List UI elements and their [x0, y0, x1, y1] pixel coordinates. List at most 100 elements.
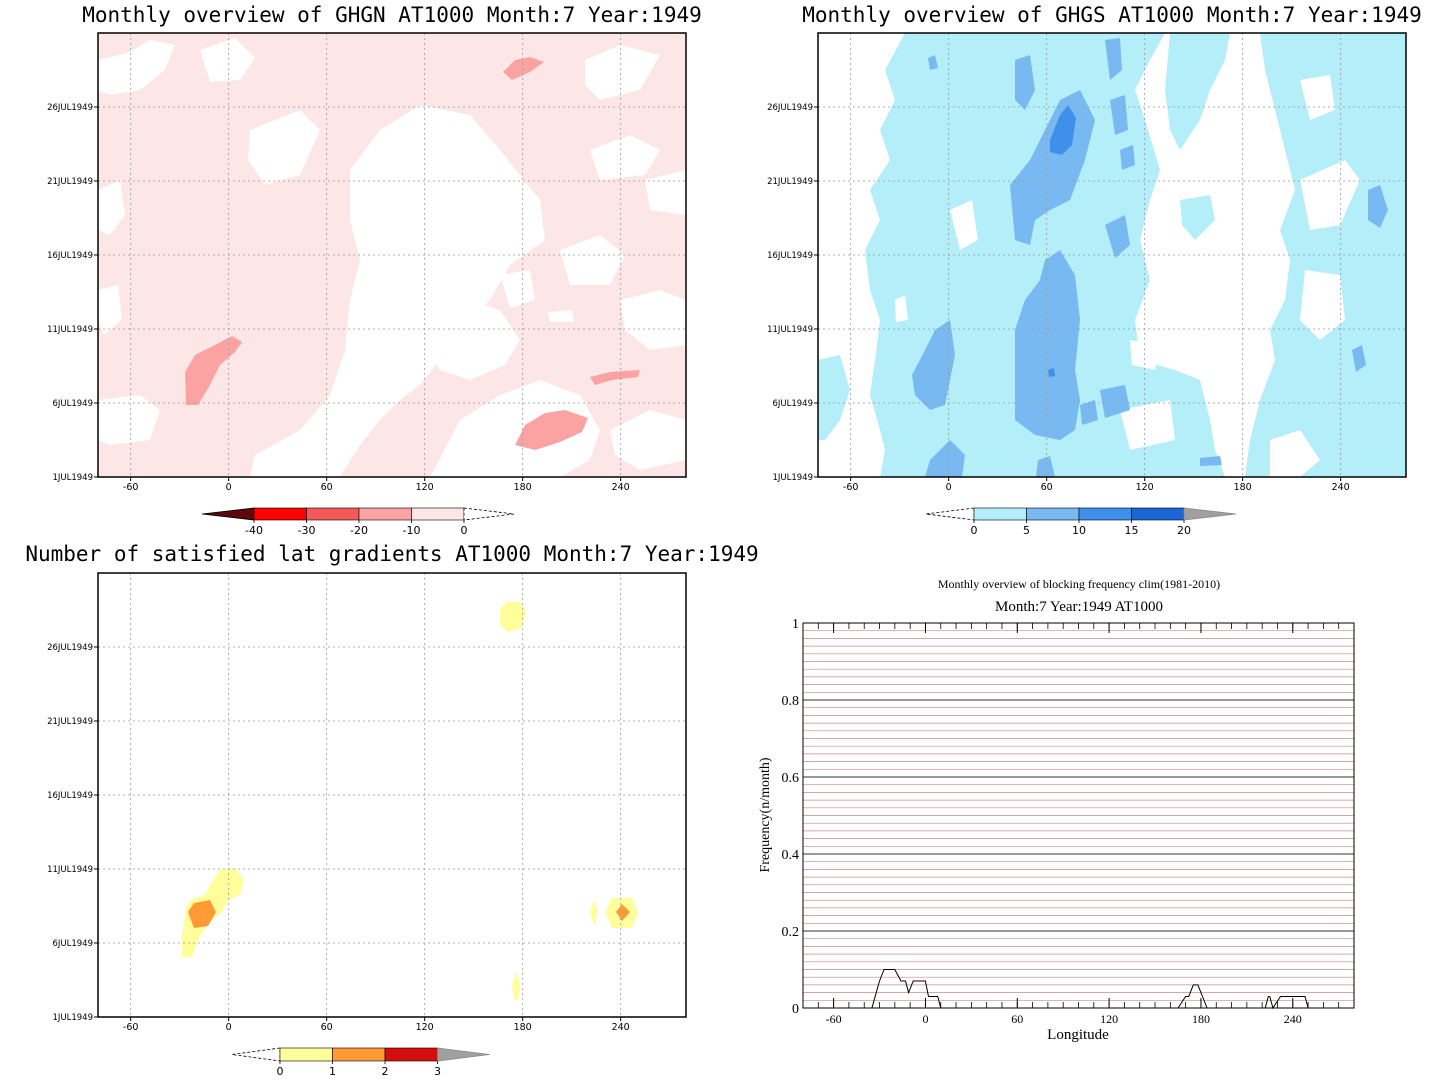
- gradients-level1-patch: [512, 972, 520, 1000]
- colorbar-segment: [384, 1047, 438, 1062]
- ghgn-white-region: [585, 45, 660, 100]
- y-tick-label: 0.8: [782, 694, 800, 709]
- colorbar-label: 10: [1072, 524, 1086, 537]
- ghgs-grid: [818, 33, 1406, 477]
- ghgs-5to10-region: [1015, 250, 1080, 440]
- x-tick-label: 240: [1332, 482, 1350, 493]
- ghgs-white-hole: [1300, 270, 1345, 340]
- ghgs-field: [818, 33, 1406, 477]
- ghgn-white-region: [645, 170, 686, 215]
- ghgs-title: Monthly overview of GHGS AT1000 Month:7 …: [802, 3, 1422, 27]
- ghgs-5to10-region: [912, 320, 955, 410]
- ghgn-white-region: [548, 310, 574, 322]
- ghgn-colorbar: -40 -30 -20 -10 0: [201, 507, 515, 537]
- ghgs-white-hole: [1120, 400, 1175, 450]
- colorbar-label: 0: [277, 1065, 284, 1078]
- y-tick-label: 1JUL1949: [772, 473, 813, 483]
- colorbar-label: -30: [298, 524, 316, 537]
- frequency-grid: [803, 630, 1354, 1001]
- x-tick-label: 240: [612, 482, 630, 493]
- x-tick-label: 0: [922, 1012, 928, 1026]
- colorbar-left-extension: [925, 507, 975, 521]
- gradients-field: [98, 573, 686, 1017]
- ghgs-5to10-region: [1368, 185, 1388, 228]
- ghgs-5to10-region: [1110, 95, 1128, 135]
- colorbar-segment: [1131, 507, 1185, 521]
- gradients-axes: -60 0 60 120 180 240 1JUL1949 6JUL1949 11JUL1949…: [47, 643, 630, 1033]
- colorbar-label: 5: [1023, 524, 1030, 537]
- ghgn-white-region: [98, 180, 125, 235]
- x-tick-label: 60: [1011, 1012, 1023, 1026]
- ghgs-5to10-region: [1105, 215, 1130, 258]
- ghgs-white-hole: [1270, 430, 1320, 477]
- x-tick-label: -60: [123, 1022, 139, 1033]
- ghgn-minus10-patch: [515, 410, 588, 450]
- ghgs-5to10-region: [1036, 456, 1055, 477]
- ghgs-white-hole: [950, 200, 978, 250]
- x-tick-label: 0: [226, 482, 232, 493]
- gradients-grid: [98, 573, 686, 1017]
- ghgs-5to10-region: [1080, 400, 1098, 425]
- colorbar-right-extension: [463, 507, 515, 521]
- frequency-ylabel: Frequency(n/month): [758, 757, 773, 872]
- gradients-colorbar: 0 1 2 3: [231, 1047, 490, 1078]
- ghgs-5to10-region: [1352, 345, 1366, 372]
- x-tick-label: 180: [514, 1022, 532, 1033]
- x-tick-label: 120: [1100, 1012, 1118, 1026]
- ghgn-white-region: [98, 285, 122, 335]
- y-tick-label: 16JUL1949: [47, 251, 93, 261]
- ghgs-5to10-region: [1100, 385, 1130, 418]
- x-tick-label: 0: [946, 482, 952, 493]
- colorbar-label: -40: [245, 524, 263, 537]
- y-tick-label: 16JUL1949: [47, 791, 93, 801]
- colorbar-segment: [332, 1047, 386, 1062]
- colorbar-left-extension: [231, 1047, 281, 1062]
- colorbar-segment: [973, 507, 1027, 521]
- x-tick-label: 60: [1041, 482, 1053, 493]
- x-tick-label: 180: [1192, 1012, 1210, 1026]
- y-tick-label: 1JUL1949: [52, 1013, 93, 1023]
- y-tick-label: 0.4: [782, 848, 800, 863]
- colorbar-left-extension: [201, 507, 255, 521]
- y-tick-label: 0.6: [782, 771, 800, 786]
- colorbar-label: 15: [1125, 524, 1139, 537]
- colorbar-segment: [411, 507, 465, 521]
- ghgs-10to15-region: [1048, 368, 1055, 377]
- panel-gradients: Number of satisfied lat gradients AT1000…: [25, 542, 758, 1078]
- colorbar-label: -20: [350, 524, 368, 537]
- ghgn-white-region: [98, 40, 175, 95]
- y-tick-label: 26JUL1949: [47, 643, 93, 653]
- gradients-level1-patch: [500, 602, 526, 632]
- x-tick-label: 0: [226, 1022, 232, 1033]
- gradients-title: Number of satisfied lat gradients AT1000…: [25, 542, 758, 566]
- colorbar-label: 0: [461, 524, 468, 537]
- ghgn-white-region: [200, 38, 255, 82]
- colorbar-label: 3: [434, 1065, 441, 1078]
- x-tick-label: 240: [612, 1022, 630, 1033]
- ghgs-5to10-region: [1120, 145, 1135, 170]
- ghgs-white-hole: [895, 295, 908, 322]
- ghgs-5to10-region: [1200, 456, 1222, 466]
- ghgn-white-region: [248, 110, 320, 185]
- frequency-axes: -60 0 60 120 180 240 0 0.2 0.4 0.6 0.8 1: [782, 617, 1355, 1026]
- ghgs-5to10-region: [1105, 38, 1122, 80]
- y-tick-label: 26JUL1949: [47, 103, 93, 113]
- panel-frequency: Monthly overview of blocking frequency c…: [758, 577, 1355, 1043]
- y-tick-label: 11JUL1949: [47, 325, 93, 335]
- ghgs-5to10-region: [1015, 55, 1035, 110]
- ghgn-minus10-patch: [503, 57, 544, 80]
- colorbar-segment: [1026, 507, 1080, 521]
- x-tick-label: 120: [416, 1022, 434, 1033]
- y-tick-label: 21JUL1949: [47, 177, 93, 187]
- y-tick-label: 1JUL1949: [52, 473, 93, 483]
- x-tick-label: 60: [321, 1022, 333, 1033]
- colorbar-label: -10: [403, 524, 421, 537]
- colorbar-segment: [253, 507, 307, 521]
- y-tick-label: 11JUL1949: [767, 325, 813, 335]
- ghgs-colorbar: 0 5 10 15 20: [925, 507, 1237, 537]
- ghgn-minus10-patch: [590, 370, 640, 385]
- ghgs-0to5-region: [1165, 33, 1230, 150]
- ghgn-white-region: [610, 410, 686, 470]
- y-tick-label: 21JUL1949: [47, 717, 93, 727]
